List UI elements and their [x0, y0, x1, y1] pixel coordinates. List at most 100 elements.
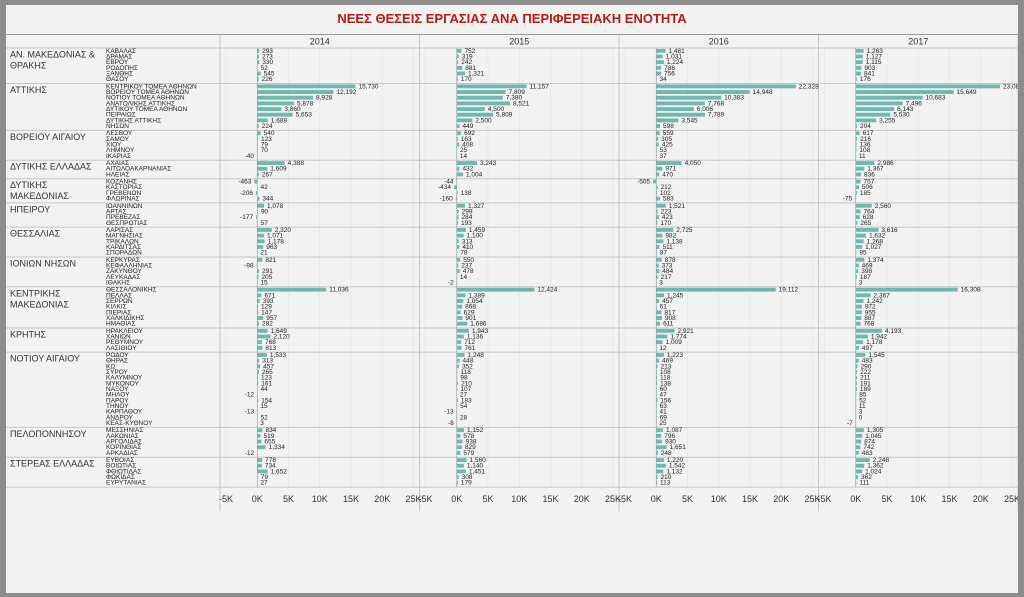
bar: [257, 118, 268, 123]
bar: [454, 185, 457, 190]
data-label: 393: [263, 298, 274, 305]
data-label: 299: [462, 208, 473, 215]
data-label: 176: [860, 76, 871, 83]
data-label: 14: [460, 274, 468, 281]
data-label: 868: [465, 304, 476, 311]
data-label: 4,193: [885, 328, 902, 335]
unit-label: ΡΟΔΟΠΗΣ: [106, 65, 138, 72]
bar: [656, 364, 658, 369]
bar: [456, 328, 469, 333]
bar: [257, 131, 261, 136]
data-label: 757: [863, 179, 874, 186]
data-label: 1,138: [666, 238, 683, 245]
data-label: 248: [661, 450, 672, 457]
data-label: 3: [859, 279, 863, 286]
bar: [855, 445, 861, 450]
data-label: 778: [265, 457, 276, 464]
data-label: 52: [261, 414, 269, 421]
data-label: 545: [264, 71, 275, 78]
bar: [855, 101, 903, 106]
year-header-2017: 2017: [908, 37, 928, 47]
unit-label: ΘΑΣΟΥ: [106, 76, 129, 83]
bar: [456, 107, 485, 111]
bar: [656, 358, 660, 363]
x-tick-label: 15K: [941, 494, 957, 504]
data-label: 1,054: [466, 298, 483, 305]
data-label: -7: [847, 420, 853, 427]
unit-label: ΚΑΛΥΜΝΟΥ: [106, 375, 143, 382]
data-label: 768: [265, 339, 276, 346]
data-label: 313: [462, 238, 473, 245]
data-label: 12,192: [336, 89, 356, 96]
x-tick-label: -5K: [817, 494, 831, 504]
bar: [456, 124, 460, 128]
x-tick-label: 15K: [343, 494, 359, 504]
bar: [257, 203, 264, 208]
unit-label: ΚΑΡΠΑΘΟΥ: [106, 409, 143, 416]
data-label: 11,036: [329, 287, 349, 294]
bar: [456, 101, 511, 106]
region-label: ΜΑΚΕΔΟΝΙΑΣ: [10, 191, 69, 201]
unit-label: ΘΗΡΑΣ: [106, 358, 128, 365]
data-label: 1,652: [271, 468, 288, 475]
bar: [257, 463, 262, 468]
data-label: 982: [665, 233, 676, 240]
data-label: 27: [260, 480, 268, 487]
unit-label: ΠΙΕΡΙΑΣ: [106, 309, 131, 316]
region-label: ΘΕΣΣΑΛΙΑΣ: [10, 229, 61, 239]
bar: [855, 220, 858, 225]
unit-label: ΚΕΡΚΥΡΑΣ: [106, 257, 140, 264]
data-label: 90: [261, 208, 269, 215]
x-tick-label: 25K: [804, 494, 820, 504]
data-label: 5,878: [297, 100, 314, 107]
data-label: 267: [262, 171, 273, 178]
unit-label: ΚΑΒΑΛΑΣ: [106, 48, 136, 55]
data-label: 237: [461, 262, 472, 269]
unit-label: ΚΟΖΑΝΗΣ: [106, 179, 137, 186]
bar: [257, 101, 294, 106]
data-label: 85: [859, 392, 867, 399]
unit-label: ΦΩΚΙΔΑΣ: [106, 474, 135, 481]
unit-label: ΣΑΜΟΥ: [106, 136, 130, 143]
data-label: 578: [463, 433, 474, 440]
bar: [257, 321, 260, 326]
unit-label: ΑΝΔΡΟΥ: [106, 414, 134, 421]
bar: [855, 90, 954, 94]
data-label: -2: [448, 279, 454, 286]
bar: [656, 161, 682, 165]
bar: [656, 439, 663, 444]
data-label: 1,774: [670, 333, 687, 340]
bar: [656, 101, 705, 106]
data-label: 216: [860, 136, 871, 143]
unit-label: ΕΒΡΟΥ: [106, 59, 129, 66]
bar: [855, 142, 857, 147]
bar: [855, 124, 858, 128]
data-label: 7,789: [708, 112, 725, 119]
data-label: 15: [260, 279, 268, 286]
bar: [855, 370, 858, 374]
x-tick-label: 25K: [605, 494, 621, 504]
bar: [456, 203, 466, 208]
unit-label: ΚΑΣΤΟΡΙΑΣ: [106, 184, 142, 191]
data-label: 224: [262, 123, 273, 130]
data-label: 841: [864, 71, 875, 78]
unit-label: ΛΕΥΚΑΔΑΣ: [106, 274, 140, 281]
bar: [255, 190, 258, 195]
data-label: 1,152: [467, 427, 484, 434]
data-label: 457: [263, 363, 274, 370]
region-label: ΘΡΑΚΗΣ: [10, 61, 47, 71]
bar: [254, 179, 258, 184]
data-label: 786: [664, 65, 675, 72]
data-label: 617: [863, 130, 874, 137]
data-label: 1,045: [865, 433, 882, 440]
unit-label: ΒΟΙΩΤΙΑΣ: [106, 463, 136, 470]
bar: [855, 84, 1001, 89]
bar: [656, 428, 664, 433]
bar: [855, 77, 857, 82]
data-label: 57: [261, 220, 269, 227]
data-label: 211: [860, 375, 871, 382]
data-label: 19,112: [779, 287, 799, 294]
data-label: 901: [465, 315, 476, 322]
x-tick-label: 0K: [651, 494, 662, 504]
x-tick-label: 10K: [910, 494, 926, 504]
